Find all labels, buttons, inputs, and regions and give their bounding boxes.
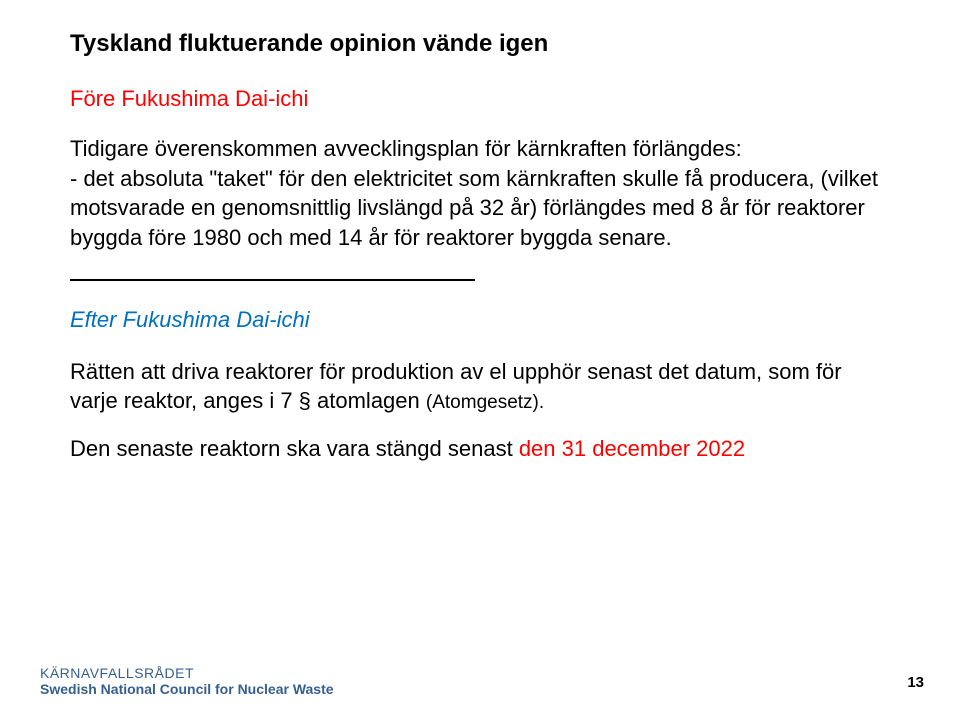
divider-line [70, 279, 475, 281]
final-red: den 31 december 2022 [519, 436, 745, 461]
slide: Tyskland fluktuerande opinion vände igen… [0, 0, 960, 715]
final-line: Den senaste reaktorn ska vara stängd sen… [70, 434, 890, 464]
after-body-atom: (Atomgesetz). [426, 392, 544, 413]
footer-org-en: Swedish National Council for Nuclear Was… [40, 681, 334, 697]
before-heading: Före Fukushima Dai-ichi [70, 86, 890, 112]
page-number: 13 [907, 674, 924, 691]
final-pre: Den senaste reaktorn ska vara stängd sen… [70, 436, 519, 461]
after-heading: Efter Fukushima Dai-ichi [70, 307, 890, 333]
before-body: Tidigare överenskommen avvecklingsplan f… [70, 134, 890, 253]
footer-org-sv: KÄRNAVFALLSRÅDET [40, 665, 334, 681]
after-body: Rätten att driva reaktorer för produktio… [70, 357, 890, 416]
slide-title: Tyskland fluktuerande opinion vände igen [70, 30, 890, 58]
footer: KÄRNAVFALLSRÅDET Swedish National Counci… [40, 665, 334, 697]
